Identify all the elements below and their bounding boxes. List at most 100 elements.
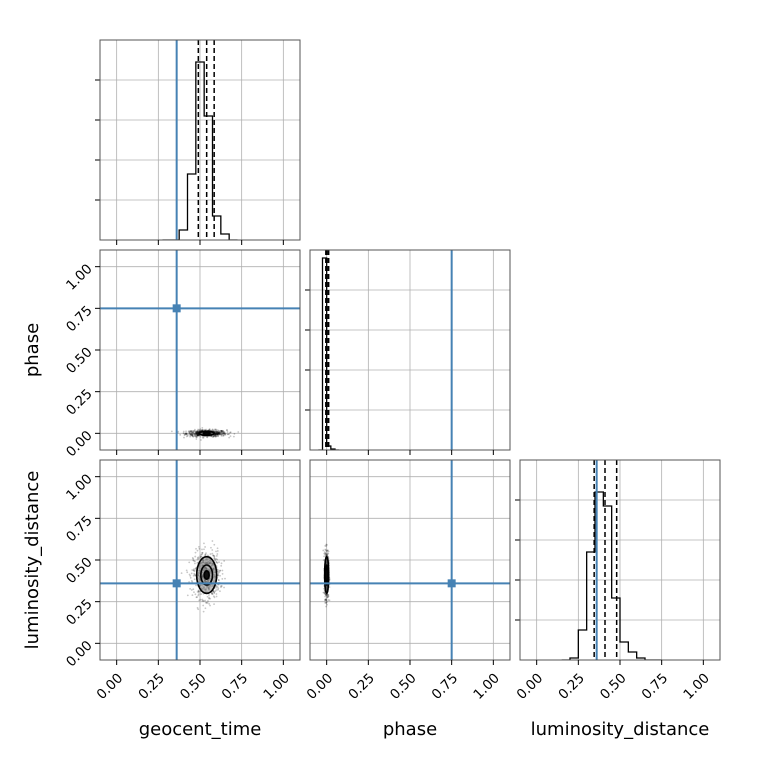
- sample-point: [192, 430, 195, 433]
- sample-point: [219, 569, 222, 572]
- sample-point: [322, 549, 325, 552]
- sample-point: [215, 560, 218, 563]
- sample-point: [191, 434, 193, 437]
- sample-point: [201, 551, 204, 554]
- sample-point: [210, 546, 212, 549]
- x-tick-label: 0.00: [304, 670, 337, 703]
- scatter-panel-phase-luminosity_distance: [309, 459, 511, 665]
- sample-point: [190, 433, 193, 436]
- sample-point: [324, 599, 326, 602]
- sample-point: [192, 429, 194, 432]
- sample-point: [193, 433, 196, 436]
- sample-point: [323, 592, 326, 595]
- y-tick-label: 0.75: [63, 513, 96, 546]
- sample-point: [206, 436, 209, 439]
- sample-point: [323, 591, 326, 594]
- sample-point: [324, 599, 327, 602]
- sample-point: [184, 432, 187, 435]
- sample-point: [221, 572, 224, 575]
- sample-point: [217, 574, 220, 577]
- sample-point: [192, 574, 195, 577]
- sample-point: [325, 605, 327, 608]
- sample-point: [219, 430, 221, 433]
- hist-panel-luminosity_distance: [515, 459, 721, 665]
- sample-point: [194, 560, 196, 563]
- hist-panel-phase: [305, 249, 511, 455]
- sample-point: [210, 592, 213, 595]
- sample-point: [323, 555, 325, 558]
- sample-point: [194, 432, 197, 435]
- sample-point: [326, 595, 329, 598]
- sample-point: [222, 432, 225, 435]
- sample-point: [212, 435, 215, 438]
- sample-point: [216, 432, 219, 435]
- sample-point: [196, 431, 199, 434]
- x-axis-label-phase: phase: [383, 719, 437, 740]
- sample-point: [213, 430, 216, 432]
- sample-point: [324, 594, 327, 596]
- sample-point: [325, 554, 328, 556]
- sample-point: [224, 577, 226, 580]
- sample-point: [187, 430, 190, 433]
- sample-point: [216, 435, 219, 437]
- sample-point: [193, 568, 196, 570]
- scatter-panel-geocent_time-phase: [95, 249, 301, 455]
- sample-point: [195, 433, 198, 436]
- sample-point: [196, 434, 199, 437]
- sample-point: [196, 430, 199, 433]
- sample-point: [215, 435, 218, 438]
- sample-point: [220, 431, 223, 433]
- sample-point: [219, 432, 221, 435]
- sample-points: [170, 426, 240, 441]
- sample-point: [182, 432, 185, 435]
- sample-point: [195, 431, 198, 433]
- sample-point: [201, 599, 204, 602]
- sample-point: [190, 589, 193, 591]
- y-tick-label: 0.50: [63, 554, 96, 587]
- sample-point: [222, 435, 224, 437]
- sample-point: [206, 436, 208, 438]
- sample-point: [190, 431, 193, 434]
- sample-point: [194, 433, 197, 435]
- contour-level-0: [195, 555, 218, 595]
- sample-point: [220, 430, 223, 432]
- y-tick-label: 0.25: [63, 386, 96, 419]
- sample-point: [217, 588, 219, 591]
- sample-point: [214, 433, 217, 435]
- sample-point: [218, 431, 221, 434]
- sample-point: [196, 431, 199, 433]
- sample-point: [216, 553, 219, 555]
- contour-level-1: [202, 431, 211, 436]
- y-tick-label: 0.00: [63, 428, 96, 461]
- y-tick-label: 0.25: [63, 596, 96, 629]
- sample-point: [212, 590, 215, 592]
- sample-point: [214, 435, 217, 438]
- sample-point: [195, 433, 198, 436]
- sample-point: [193, 433, 195, 436]
- sample-point: [212, 595, 215, 598]
- sample-point: [194, 574, 197, 577]
- sample-point: [325, 600, 328, 602]
- sample-point: [170, 430, 173, 433]
- sample-point: [217, 570, 219, 572]
- sample-point: [217, 430, 220, 433]
- sample-point: [217, 587, 220, 590]
- sample-point: [195, 432, 198, 435]
- y-tick-label: 0.00: [63, 638, 96, 671]
- sample-point: [216, 433, 219, 435]
- sample-point: [206, 595, 209, 598]
- contour-level-1: [200, 564, 214, 586]
- sample-point: [217, 432, 219, 435]
- sample-point: [218, 432, 221, 435]
- sample-point: [199, 598, 202, 601]
- sample-point: [196, 433, 198, 435]
- sample-point: [205, 428, 207, 431]
- sample-point: [204, 554, 207, 556]
- sample-point: [215, 557, 217, 560]
- sample-point: [214, 432, 217, 435]
- sample-point: [218, 431, 220, 434]
- sample-points: [180, 540, 226, 613]
- sample-point: [326, 596, 329, 598]
- sample-point: [212, 435, 215, 438]
- sample-point: [185, 432, 188, 435]
